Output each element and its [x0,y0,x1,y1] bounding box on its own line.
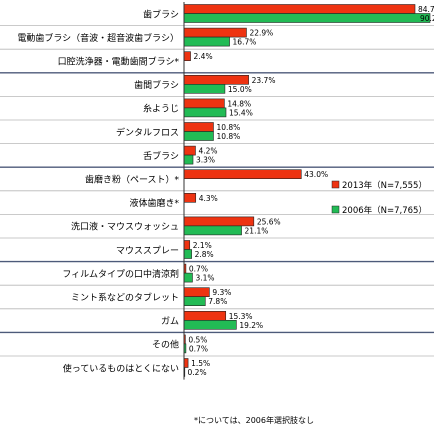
bar-2013 [183,75,249,85]
value-label-2006: 15.4% [229,108,253,117]
category-label: 舌ブラシ [143,150,179,162]
bar-2006 [183,107,227,118]
bar-2006 [183,131,214,141]
category-row: ガム 15.3%19.2% [0,310,434,334]
value-label-2013: 2.1% [193,241,212,250]
value-label-2006: 0.7% [189,344,208,353]
bar-2013 [183,287,210,298]
value-label-2013: 15.3% [229,312,253,321]
category-label: フィルムタイプの口中清涼剤 [62,268,179,280]
bar-2006 [183,154,194,165]
bar-2006 [183,319,237,330]
bar-2006 [183,296,206,307]
bar-2013 [183,4,416,14]
category-label: デンタルフロス [116,126,179,138]
category-label: ガム [161,316,179,327]
value-label-2013: 23.7% [252,76,276,85]
category-row: 歯磨き粉（ペースト）* 43.0% [0,169,434,192]
value-label-2006: 15.0% [228,85,252,94]
category-label: 歯間ブラシ [134,79,179,91]
bar-2006 [183,249,192,259]
bar-2006 [183,225,242,236]
bar-2013 [183,193,197,203]
value-label-2006: 90.2% [420,14,434,23]
category-label: 糸ようじ [143,103,179,115]
category-label: 歯磨き粉（ペースト）* [85,174,180,186]
legend-label: 2013年（N=7,555） [342,180,427,191]
bar-2006 [183,36,230,47]
value-label-2006: 21.1% [245,226,269,235]
chart-legend: 2013年（N=7,555） 2006年（N=7,765） [331,180,427,216]
bar-2013 [183,98,225,109]
bar-2006 [183,13,431,23]
legend-label: 2006年（N=7,765） [342,205,427,216]
bar-2013 [183,358,189,368]
bar-2006 [183,272,193,283]
value-label-2013: 14.8% [227,99,251,108]
value-label-2006: 10.8% [216,132,240,141]
category-label: 液体歯磨き* [129,197,179,209]
chart-footnote: *については、2006年選択肢なし [194,415,314,425]
value-label-2013: 84.7% [418,5,434,14]
value-label-2013: 1.5% [191,359,210,368]
category-row: 電動歯ブラシ（音波・超音波歯ブラシ） 22.9%16.7% [0,27,434,50]
value-label-2013: 25.6% [257,217,281,226]
bar-2013 [183,51,191,62]
value-label-2006: 16.7% [233,38,257,47]
bar-2013 [183,169,302,179]
category-row: 口腔洗浄器・電動歯間ブラシ* 2.4% [0,51,434,74]
category-row: 洗口液・マウスウォッシュ 25.6%21.1% [0,216,434,239]
category-label: 電動歯ブラシ（音波・超音波歯ブラシ） [17,32,179,44]
legend-swatch [331,205,340,214]
category-row: デンタルフロス 10.8%10.8% [0,122,434,145]
value-label-2013: 4.2% [198,147,217,156]
legend-swatch [331,180,340,189]
category-label: 使っているものはとくにない [63,362,179,374]
value-label-2006: 3.3% [196,156,215,165]
category-label: ミント系などのタブレット [71,292,179,304]
value-label-2006: 2.8% [195,250,214,259]
category-label: マウススプレー [116,245,179,256]
category-row: 歯ブラシ 84.7%90.2% [0,4,434,27]
category-row: 糸ようじ 14.8%15.4% [0,98,434,121]
chart-rows: 歯ブラシ 84.7%90.2% 電動歯ブラシ（音波・超音波歯ブラシ） 22.9%16.… [0,4,434,377]
value-label-2013: 4.3% [199,194,218,203]
value-label-2013: 22.9% [249,29,273,38]
category-label: その他 [152,339,179,351]
bar-2013 [183,122,214,132]
value-label-2006: 0.2% [188,368,207,377]
value-label-2013: 2.4% [194,52,213,61]
bar-2013 [183,310,227,321]
value-label-2013: 10.8% [216,123,240,132]
category-label: 洗口液・マウスウォッシュ [71,221,179,233]
value-label-2013: 9.3% [212,288,231,297]
value-label-2013: 0.7% [189,265,208,274]
category-row: その他 0.5%0.7% [0,334,434,357]
category-row: 舌ブラシ 4.2%3.3% [0,145,434,168]
category-label: 歯ブラシ [143,8,179,20]
category-row: 使っているものはとくにない 1.5%0.2% [63,358,210,377]
category-row: フィルムタイプの口中清涼剤 0.7%3.1% [0,263,434,286]
bar-2013 [183,240,191,250]
value-label-2006: 3.1% [195,274,214,283]
value-label-2013: 43.0% [304,170,328,179]
bar-2006 [183,84,226,94]
category-label: 口腔洗浄器・電動歯間ブラシ* [58,56,180,68]
bar-2013 [183,145,196,156]
value-label-2006: 7.8% [208,297,227,306]
category-row: ミント系などのタブレット 9.3%7.8% [0,287,434,310]
category-row: 液体歯磨き* 4.3% [0,193,434,215]
category-row: 歯間ブラシ 23.7%15.0% [0,75,434,97]
category-row: マウススプレー 2.1%2.8% [0,240,434,263]
value-label-2013: 0.5% [188,335,207,344]
bar-2013 [183,27,247,38]
value-label-2006: 19.2% [239,321,263,330]
bar-2013 [183,216,255,227]
